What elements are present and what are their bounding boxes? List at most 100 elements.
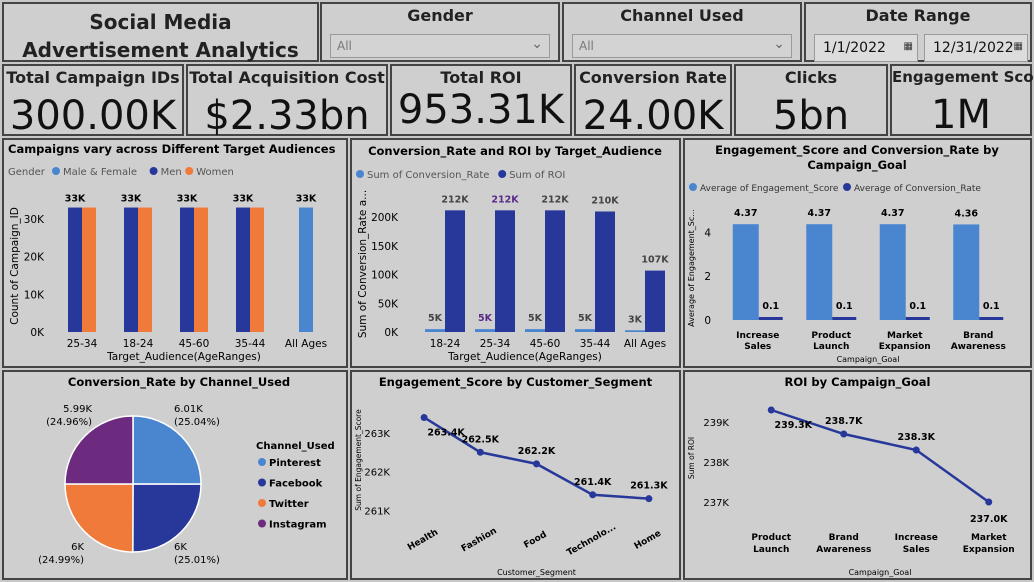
data-label: 33K — [233, 194, 254, 205]
bar — [595, 211, 615, 332]
bar — [236, 207, 250, 332]
gender-slicer-label: Gender — [407, 6, 473, 25]
calendar-icon[interactable]: ▦ — [903, 41, 913, 52]
title-box: Social Media Advertisement Analytics — [2, 2, 319, 62]
x-tick-label: 18-24 — [430, 338, 461, 350]
y-tick-label: 4 — [704, 227, 711, 239]
data-label: 0.1 — [983, 301, 1000, 312]
legend-label: Pinterest — [269, 458, 321, 469]
chevron-down-icon: ⌄ — [773, 36, 785, 52]
bar — [979, 317, 1004, 320]
bar — [832, 317, 857, 320]
chart-title: Engagement_Score and Conversion_Rate by C… — [715, 143, 999, 173]
kpi-label: Total Campaign IDs — [6, 68, 180, 87]
kpi-value: 953.31K — [397, 87, 565, 133]
data-label: 107K — [641, 255, 669, 266]
x-tick-label: Market Expansion — [879, 331, 931, 352]
legend-label: Average of Conversion_Rate — [854, 184, 981, 194]
data-label: 4.37 — [734, 208, 757, 219]
data-point — [476, 448, 484, 456]
end-date-value: 12/31/2022 — [933, 40, 1014, 56]
y-tick-label: 200K — [371, 212, 399, 224]
data-label: 4.37 — [808, 208, 831, 219]
bar — [953, 224, 980, 320]
y-tick-label: 238K — [703, 458, 729, 469]
legend-label: Facebook — [269, 479, 323, 490]
kpi-value: 300.00K — [9, 93, 177, 139]
data-label: 5K — [478, 313, 493, 324]
bar — [138, 207, 152, 332]
data-label: 262.5K — [462, 434, 500, 445]
panel-campaigns-by-audience: Campaigns vary across Different Target A… — [2, 138, 348, 368]
kpi-card-acquisition-cost: Total Acquisition Cost $2.33bn — [186, 64, 388, 139]
bar — [445, 210, 465, 332]
x-tick-label: All Ages — [285, 338, 327, 350]
y-axis-label: Count of Campaign_ID — [9, 207, 21, 325]
legend-label: Average of Engagement_Score — [700, 184, 839, 194]
y-tick-label: 261K — [364, 506, 390, 517]
data-label: 212K — [541, 194, 569, 205]
data-label: 238.7K — [825, 416, 863, 427]
data-label: 33K — [121, 194, 142, 205]
chart-engagement-by-segment: Engagement_Score by Customer_Segment 261K… — [354, 375, 668, 577]
gender-dropdown[interactable]: All ⌄ — [330, 34, 550, 58]
y-tick-label: 100K — [371, 270, 399, 282]
gender-slicer: Gender All ⌄ — [320, 2, 560, 62]
end-date-input[interactable]: 12/31/2022 ▦ — [924, 34, 1028, 62]
x-tick-label: All Ages — [624, 338, 666, 350]
pie-slice — [132, 483, 202, 553]
y-axis-label: Sum of Engagement_Score — [354, 409, 363, 511]
legend-label: Men — [161, 167, 182, 178]
chart-campaigns-by-audience: Campaigns vary across Different Target A… — [8, 142, 336, 363]
data-label-pct: (24.96%) — [46, 417, 92, 428]
legend-marker — [258, 478, 266, 487]
chart-title: ROI by Campaign_Goal — [785, 375, 931, 390]
data-label: 212K — [491, 194, 519, 205]
x-tick-label: 18-24 — [123, 338, 154, 350]
y-tick-label: 2 — [704, 271, 711, 283]
y-tick-label: 0 — [704, 315, 711, 327]
bar — [124, 207, 138, 332]
data-label: 6.01K — [174, 404, 203, 415]
chart-roi-by-goal: ROI by Campaign_Goal 237K 238K 239K Sum of R… — [687, 375, 1015, 577]
channel-slicer: Channel Used All ⌄ — [562, 2, 802, 62]
chevron-down-icon: ⌄ — [531, 36, 543, 52]
bar — [68, 207, 82, 332]
calendar-icon[interactable]: ▦ — [1013, 41, 1023, 52]
kpi-value: 1M — [931, 92, 991, 138]
start-date-input[interactable]: 1/1/2022 ▦ — [814, 34, 918, 62]
x-tick-label: Home — [633, 529, 663, 552]
x-axis-label: Target_Audience(AgeRanges) — [447, 351, 602, 363]
bar — [732, 224, 759, 320]
data-label: 3K — [628, 314, 643, 325]
legend-marker — [356, 170, 364, 178]
chart-engagement-conv-by-goal: Engagement_Score and Conversion_Rate by C… — [687, 143, 1006, 364]
y-tick-label: 50K — [378, 298, 399, 310]
series-line — [770, 408, 990, 504]
data-label-pct: (25.04%) — [174, 417, 220, 428]
data-label: 0.1 — [909, 301, 926, 312]
legend-marker — [258, 499, 266, 507]
bar — [879, 224, 906, 320]
bar — [575, 329, 595, 332]
panel-conv-by-channel: Conversion_Rate by Channel_Used 6.01K (25.… — [2, 370, 348, 580]
y-tick-label: 0K — [30, 327, 45, 339]
x-tick-label: 35-44 — [235, 338, 266, 350]
legend-marker — [185, 167, 194, 175]
data-label: 261.4K — [574, 477, 612, 488]
x-tick-label: Product Launch — [751, 533, 791, 555]
bar — [180, 207, 194, 332]
y-axis-label: Sum of ROI — [687, 437, 696, 479]
data-label: 263.4K — [427, 427, 465, 438]
data-label: 33K — [296, 194, 317, 205]
channel-dropdown[interactable]: All ⌄ — [572, 34, 792, 58]
data-label: 238.3K — [898, 432, 936, 443]
x-tick-label: 45-60 — [179, 338, 210, 350]
data-label: 5K — [428, 313, 443, 324]
x-tick-label: Health — [406, 528, 440, 553]
bar — [495, 210, 515, 332]
legend-marker — [258, 519, 266, 528]
bar — [806, 224, 833, 320]
y-tick-label: 262K — [364, 468, 390, 479]
data-label: 262.2K — [518, 446, 556, 457]
